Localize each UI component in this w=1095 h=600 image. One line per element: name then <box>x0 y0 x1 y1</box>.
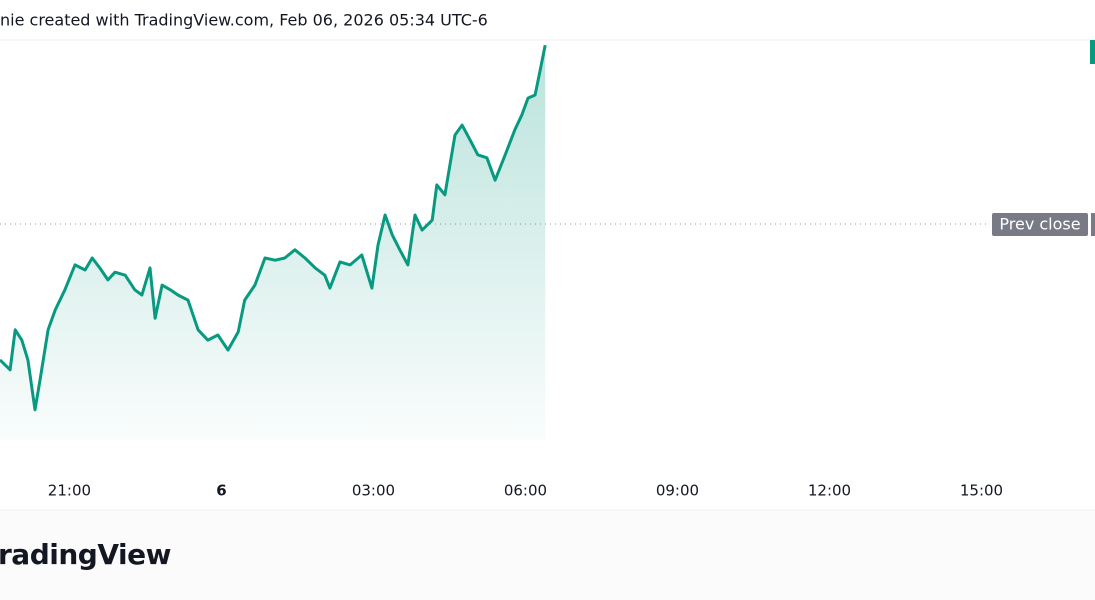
x-tick-label: 12:00 <box>808 482 851 500</box>
header-bg <box>0 0 1095 40</box>
x-tick-label: 21:00 <box>48 482 91 500</box>
prev-close-label: Prev close <box>999 215 1080 234</box>
x-tick-label: 15:00 <box>960 482 1003 500</box>
x-tick-label: 6 <box>216 482 226 500</box>
x-tick-label: 06:00 <box>504 482 547 500</box>
price-line <box>0 44 547 412</box>
brand-logo: radingView <box>0 538 171 571</box>
price-marker <box>1090 40 1095 64</box>
prev-close-marker <box>1091 213 1095 237</box>
area-fill <box>0 45 546 440</box>
footer-bg <box>0 510 1095 600</box>
x-tick-label: 09:00 <box>656 482 699 500</box>
x-tick-label: 03:00 <box>352 482 395 500</box>
prev-close-badge <box>992 213 1088 237</box>
header-text: nie created with TradingView.com, Feb 06… <box>0 11 488 30</box>
plot-area: Prev close 21:00 6 03:00 06:00 09:00 12:00 15:0… <box>0 44 1095 500</box>
